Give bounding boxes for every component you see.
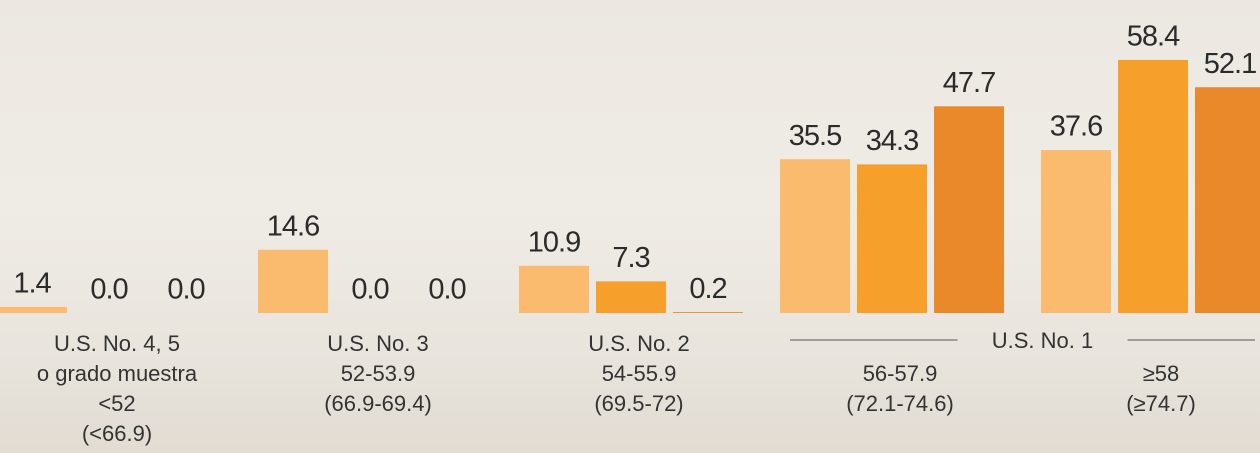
value-label: 1.4: [13, 268, 51, 300]
value-label: 7.3: [612, 242, 649, 274]
bar: [673, 312, 743, 313]
value-label: 0.0: [351, 274, 388, 306]
bar: [780, 159, 850, 313]
bar: [258, 249, 328, 313]
x-tick-label: (66.9-69.4): [324, 391, 432, 416]
value-label: 52.1: [1204, 48, 1256, 80]
x-tick-label: <52: [98, 391, 135, 416]
x-tick-label: (69.5-72): [594, 391, 683, 416]
bar: [596, 281, 666, 313]
value-label: 0.0: [428, 274, 465, 306]
value-label: 34.3: [866, 125, 918, 157]
bar: [1195, 87, 1260, 313]
value-label: 58.4: [1127, 21, 1180, 53]
x-tick-label: (<66.9): [82, 421, 152, 446]
x-tick-label: 56-57.9: [863, 361, 938, 386]
value-label: 0.2: [689, 273, 726, 305]
value-label: 14.6: [267, 210, 319, 242]
x-tick-label: (72.1-74.6): [846, 391, 954, 416]
x-tick-label: U.S. No. 2: [588, 331, 689, 356]
bar: [1118, 59, 1188, 313]
value-label: 0.0: [167, 274, 204, 306]
x-tick-label: U.S. No. 4, 5: [54, 331, 180, 356]
bar: [0, 306, 67, 313]
x-tick-label: o grado muestra: [37, 361, 198, 386]
x-tick-label: 54-55.9: [602, 361, 677, 386]
value-label: 37.6: [1050, 111, 1102, 143]
bar: [1041, 150, 1111, 313]
value-label: 10.9: [528, 226, 580, 258]
x-tick-label: (≥74.7): [1126, 391, 1196, 416]
x-tick-label: ≥58: [1143, 361, 1180, 386]
bar: [857, 164, 927, 313]
bar: [519, 265, 589, 313]
group-label: U.S. No. 1: [992, 328, 1093, 353]
bar: [934, 106, 1004, 313]
x-tick-label: 52-53.9: [341, 361, 416, 386]
x-tick-label: U.S. No. 3: [327, 331, 428, 356]
value-label: 47.7: [943, 67, 995, 99]
value-label: 0.0: [90, 274, 127, 306]
value-label: 35.5: [789, 120, 841, 152]
